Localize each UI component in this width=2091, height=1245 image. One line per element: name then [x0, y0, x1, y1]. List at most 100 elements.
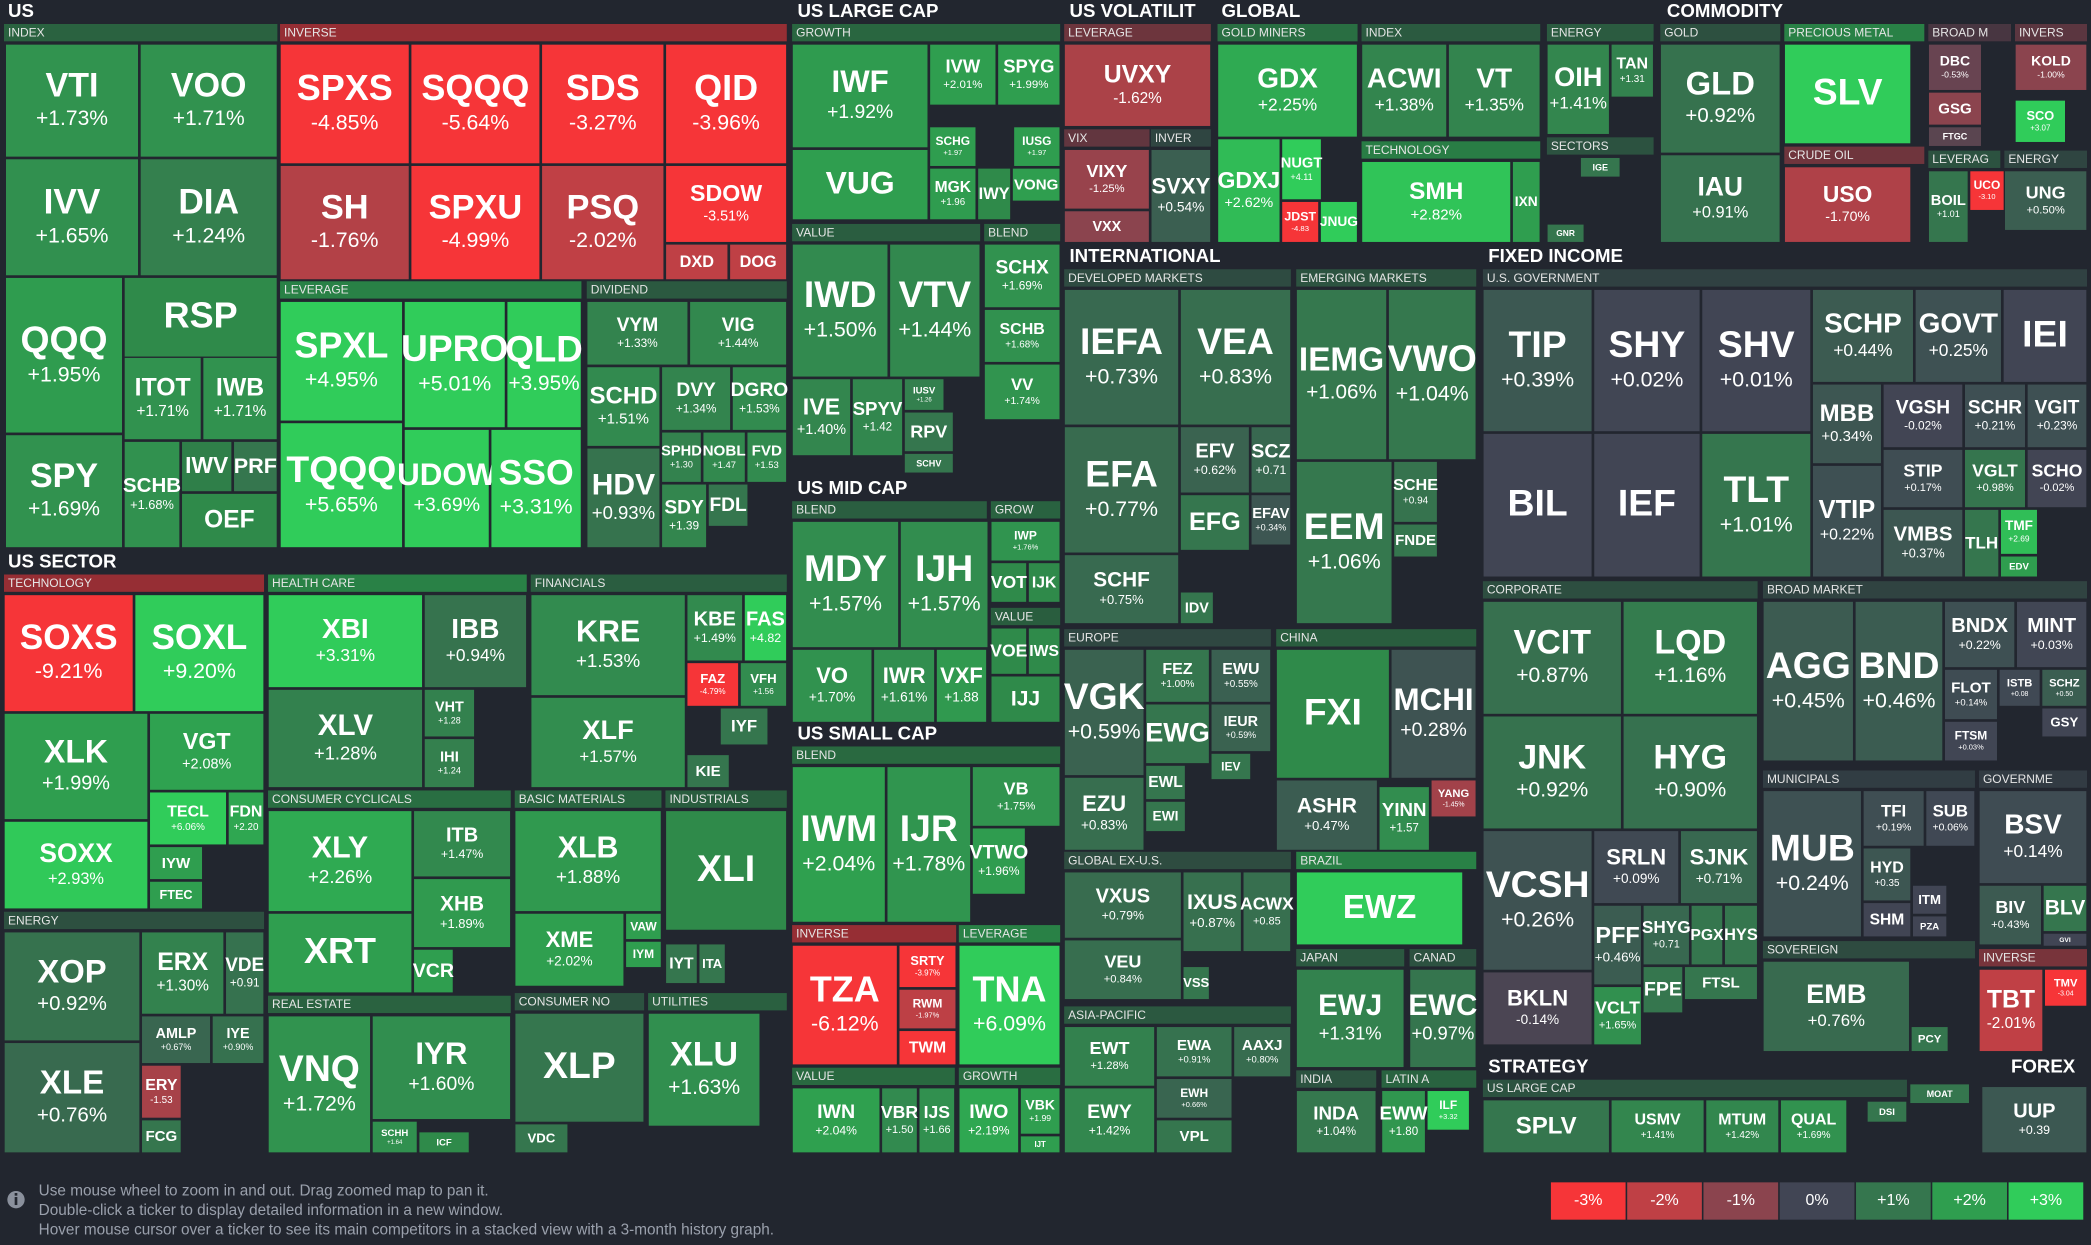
tile[interactable] [1812, 289, 1913, 382]
tile[interactable] [124, 277, 277, 357]
tile[interactable] [1296, 969, 1404, 1068]
tile[interactable] [1183, 872, 1241, 952]
tile[interactable] [991, 628, 1027, 674]
tile[interactable] [662, 367, 731, 430]
tile[interactable] [1320, 201, 1357, 242]
tile[interactable] [531, 697, 685, 788]
tile[interactable] [1180, 592, 1213, 624]
tile[interactable] [1611, 1100, 1704, 1153]
tile[interactable] [234, 441, 277, 492]
tile[interactable] [1964, 449, 2025, 508]
tile[interactable] [1944, 601, 2015, 668]
tile[interactable] [930, 44, 996, 105]
tile[interactable] [2043, 933, 2087, 946]
tile[interactable] [1251, 495, 1291, 545]
tile[interactable] [1979, 969, 2043, 1052]
tile[interactable] [998, 44, 1060, 105]
tile[interactable] [203, 357, 277, 440]
tile[interactable] [372, 1016, 511, 1120]
tile[interactable] [1483, 601, 1621, 714]
tile[interactable] [1014, 127, 1060, 166]
tile[interactable] [626, 941, 661, 968]
tile[interactable] [1784, 44, 1911, 144]
tile[interactable] [1643, 967, 1683, 1013]
tile[interactable] [1282, 201, 1319, 242]
tile[interactable] [507, 301, 581, 428]
tile[interactable] [930, 127, 976, 166]
tile[interactable] [150, 881, 203, 909]
tile[interactable] [740, 663, 787, 706]
tile[interactable] [1763, 601, 1853, 761]
tile[interactable] [1928, 92, 1981, 125]
tile[interactable] [1064, 44, 1211, 126]
tile[interactable] [268, 595, 423, 688]
tile[interactable] [1064, 211, 1149, 242]
tile[interactable] [1863, 903, 1911, 937]
tile[interactable] [1483, 972, 1592, 1045]
tile[interactable] [4, 932, 140, 1041]
tile[interactable] [1156, 1027, 1232, 1077]
tile[interactable] [1064, 872, 1181, 938]
tile[interactable] [1970, 171, 2004, 210]
tile[interactable] [930, 168, 976, 220]
tile[interactable] [1594, 289, 1700, 432]
tile[interactable] [1863, 848, 1911, 901]
tile[interactable] [515, 913, 624, 986]
tile[interactable] [1146, 649, 1209, 702]
tile[interactable] [1394, 461, 1437, 522]
tile[interactable] [648, 1013, 760, 1126]
tile[interactable] [515, 811, 661, 912]
tile[interactable] [4, 713, 148, 820]
tile[interactable] [142, 1120, 181, 1153]
tile[interactable] [1483, 289, 1592, 432]
tile[interactable] [515, 1013, 644, 1122]
tile[interactable] [135, 595, 264, 712]
tile[interactable] [1296, 289, 1387, 460]
tile[interactable] [1146, 704, 1209, 764]
tile[interactable] [1763, 961, 1909, 1052]
tile[interactable] [984, 309, 1060, 362]
tile[interactable] [972, 767, 1060, 826]
tile[interactable] [1928, 171, 1968, 242]
tile[interactable] [991, 521, 1060, 561]
tile[interactable] [1483, 831, 1592, 970]
tile[interactable] [1867, 1101, 1907, 1122]
tile[interactable] [1296, 461, 1392, 624]
tile[interactable] [150, 792, 227, 845]
tile[interactable] [1680, 831, 1757, 904]
tile[interactable] [1362, 44, 1447, 137]
tile[interactable] [1211, 649, 1271, 702]
tile[interactable] [280, 423, 403, 548]
tile[interactable] [1028, 563, 1060, 602]
tile[interactable] [1183, 967, 1209, 1000]
tile[interactable] [904, 379, 944, 410]
tile[interactable] [662, 484, 707, 548]
tile[interactable] [687, 595, 743, 661]
tile[interactable] [1863, 791, 1924, 846]
tile[interactable] [1979, 791, 2087, 884]
tile[interactable] [1243, 872, 1291, 952]
tile[interactable] [984, 364, 1060, 420]
tile[interactable] [972, 828, 1025, 894]
tile[interactable] [747, 432, 787, 482]
tile[interactable] [1064, 777, 1144, 850]
tile[interactable] [414, 949, 453, 993]
tile[interactable] [411, 44, 540, 164]
tile[interactable] [1483, 1100, 1609, 1153]
tile[interactable] [1580, 157, 1620, 177]
tile[interactable] [140, 159, 277, 276]
tile[interactable] [1020, 1136, 1060, 1153]
tile[interactable] [1431, 780, 1476, 817]
tile[interactable] [424, 739, 475, 788]
tile[interactable] [666, 244, 728, 280]
tile[interactable] [1944, 721, 1997, 761]
tile[interactable] [1427, 1091, 1469, 1130]
tile[interactable] [1218, 44, 1357, 137]
tile[interactable] [1362, 161, 1511, 242]
tile[interactable] [424, 689, 475, 737]
tile[interactable] [268, 1016, 371, 1153]
tile[interactable] [542, 165, 664, 280]
tile[interactable] [419, 1132, 469, 1153]
tile[interactable] [6, 159, 139, 276]
tile[interactable] [2043, 885, 2087, 932]
